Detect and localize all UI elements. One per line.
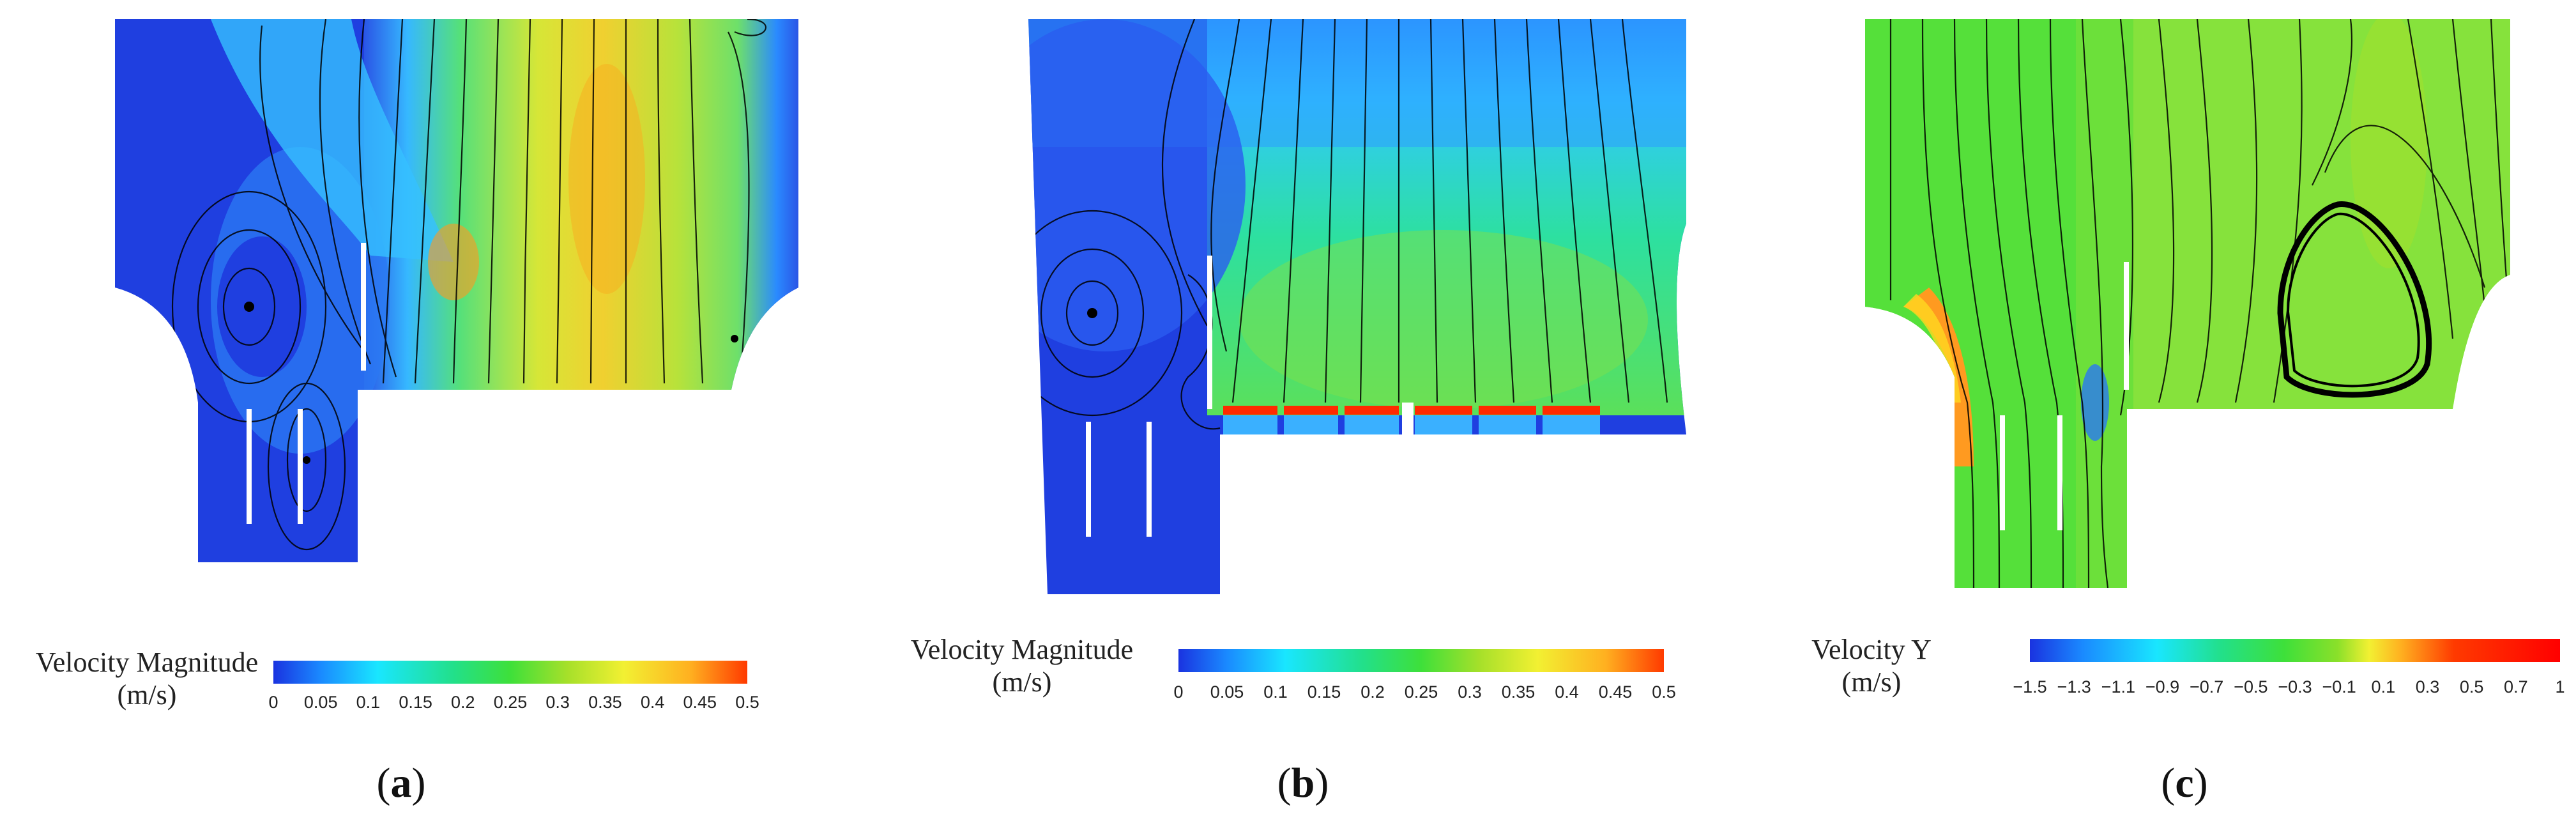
colorbar-tick-label: 0.1 bbox=[356, 693, 381, 712]
colorbar-tick-label: 0.35 bbox=[588, 693, 622, 712]
colorbar-unit-c: (m/s) bbox=[1841, 666, 1902, 698]
colorbar-tick-label: 0.15 bbox=[1307, 682, 1341, 702]
colorbar-name-c: Velocity Y bbox=[1811, 634, 1932, 665]
colorbar-tick-label: −1.3 bbox=[2057, 677, 2091, 696]
colorbar-tick-label: 0.5 bbox=[735, 693, 759, 712]
colorbar-name-a: Velocity Magnitude bbox=[35, 647, 259, 678]
colorbar-tick-label: −0.1 bbox=[2322, 677, 2356, 696]
vortex-core-b bbox=[1087, 308, 1097, 318]
streamlines-c bbox=[1889, 19, 2508, 588]
panel-label-letter-c: c bbox=[2175, 760, 2194, 806]
vortex-cores-a bbox=[244, 302, 738, 464]
slot-channels-b bbox=[1223, 415, 1600, 434]
colorbar-b bbox=[1178, 649, 1664, 672]
colorbar-tick-label: 0.45 bbox=[683, 693, 717, 712]
colorbar-tick-label: 1 bbox=[2555, 677, 2565, 696]
colorbar-unit-b: (m/s) bbox=[992, 666, 1052, 698]
colorbar-tick-label: 0 bbox=[268, 693, 278, 712]
colorbar-tick-label: 0.05 bbox=[1210, 682, 1244, 702]
colorbar-tick-label: 0.1 bbox=[1263, 682, 1288, 702]
colorbar-tick-label: 0.5 bbox=[1652, 682, 1676, 702]
streamlines-a bbox=[171, 19, 766, 551]
colorbar-tick-label: −1.5 bbox=[2013, 677, 2047, 696]
colorbar-title-b: Velocity Magnitude (m/s) bbox=[888, 634, 1156, 698]
colorbar-tick-label: −0.5 bbox=[2234, 677, 2268, 696]
baffles-a bbox=[247, 243, 366, 524]
colorbar-ticks-b: 0 0.05 0.1 0.15 0.2 0.25 0.3 0.35 0.4 0.45 0.5 bbox=[1173, 682, 1675, 708]
flow-domain-b bbox=[1028, 19, 1686, 594]
panel-label-letter-b: b bbox=[1291, 760, 1315, 806]
baffles-c bbox=[2000, 262, 2129, 530]
outlet-slots-b bbox=[1223, 406, 1600, 415]
panel-b: Velocity Magnitude (m/s) 0 0.05 0.1 0.15 0.2… bbox=[850, 0, 1718, 830]
colorbar-c bbox=[2030, 639, 2560, 662]
colorbar-tick-label: 0.4 bbox=[1555, 682, 1579, 702]
colorbar-tick-label: 0.4 bbox=[640, 693, 665, 712]
colorbar-tick-label: 0.2 bbox=[451, 693, 475, 712]
colorbar-tick-label: −0.3 bbox=[2278, 677, 2312, 696]
colorbar-tick-label: 0.5 bbox=[2459, 677, 2484, 696]
panel-label-b: (b) bbox=[1277, 760, 1329, 806]
colorbar-ticks-c: −1.5 −1.3 −1.1 −0.9 −0.7 −0.5 −0.3 −0.1 0.1 0.3 0.… bbox=[2013, 677, 2565, 703]
colorbar-tick-label: 0.45 bbox=[1598, 682, 1633, 702]
colorbar-tick-label: −1.1 bbox=[2101, 677, 2135, 696]
colorbar-unit-a: (m/s) bbox=[117, 679, 177, 711]
colorbar-name-b: Velocity Magnitude bbox=[910, 634, 1134, 665]
colorbar-tick-label: 0.15 bbox=[399, 693, 432, 712]
colorbar-tick-label: 0.2 bbox=[1360, 682, 1385, 702]
panel-a: Velocity Magnitude (m/s) 0 0.05 0.1 0.15 0.2… bbox=[0, 0, 850, 830]
colorbar-tick-label: 0 bbox=[1173, 682, 1184, 702]
colorbar-tick-label: −0.9 bbox=[2145, 677, 2180, 696]
velocity-y-contour-c bbox=[1865, 19, 2510, 588]
colorbar-tick-label: 0.3 bbox=[1458, 682, 1482, 702]
recirculation-loop-c bbox=[2277, 201, 2432, 398]
colorbar-a bbox=[273, 661, 747, 684]
flow-domain-c bbox=[1865, 19, 2510, 588]
flow-domain-a bbox=[115, 19, 798, 562]
colorbar-tick-label: 0.3 bbox=[545, 693, 570, 712]
colorbar-tick-label: 0.25 bbox=[1404, 682, 1438, 702]
colorbar-tick-label: 0.7 bbox=[2504, 677, 2528, 696]
colorbar-tick-label: −0.7 bbox=[2190, 677, 2224, 696]
velocity-magnitude-contour-b bbox=[1028, 19, 1686, 594]
baffles-b bbox=[1086, 256, 1212, 537]
colorbar-title-a: Velocity Magnitude (m/s) bbox=[13, 647, 281, 711]
panel-label-letter-a: a bbox=[390, 760, 412, 806]
colorbar-tick-label: 0.05 bbox=[303, 693, 338, 712]
colorbar-tick-label: 0.1 bbox=[2371, 677, 2396, 696]
colorbar-ticks-a: 0 0.05 0.1 0.15 0.2 0.25 0.3 0.35 0.4 0.45 0.5 bbox=[268, 693, 759, 718]
colorbar-tick-label: 0.25 bbox=[493, 693, 528, 712]
panel-label-a: (a) bbox=[376, 760, 426, 806]
colorbar-tick-label: 0.35 bbox=[1501, 682, 1536, 702]
panel-label-c: (c) bbox=[2161, 760, 2208, 806]
colorbar-tick-label: 0.3 bbox=[2415, 677, 2440, 696]
colorbar-title-c: Velocity Y (m/s) bbox=[1788, 634, 1955, 698]
velocity-magnitude-contour-a bbox=[115, 19, 798, 562]
panel-c: Velocity Y (m/s) −1.5 −1.3 −1.1 −0.9 −0.7 −0.… bbox=[1718, 0, 2576, 830]
